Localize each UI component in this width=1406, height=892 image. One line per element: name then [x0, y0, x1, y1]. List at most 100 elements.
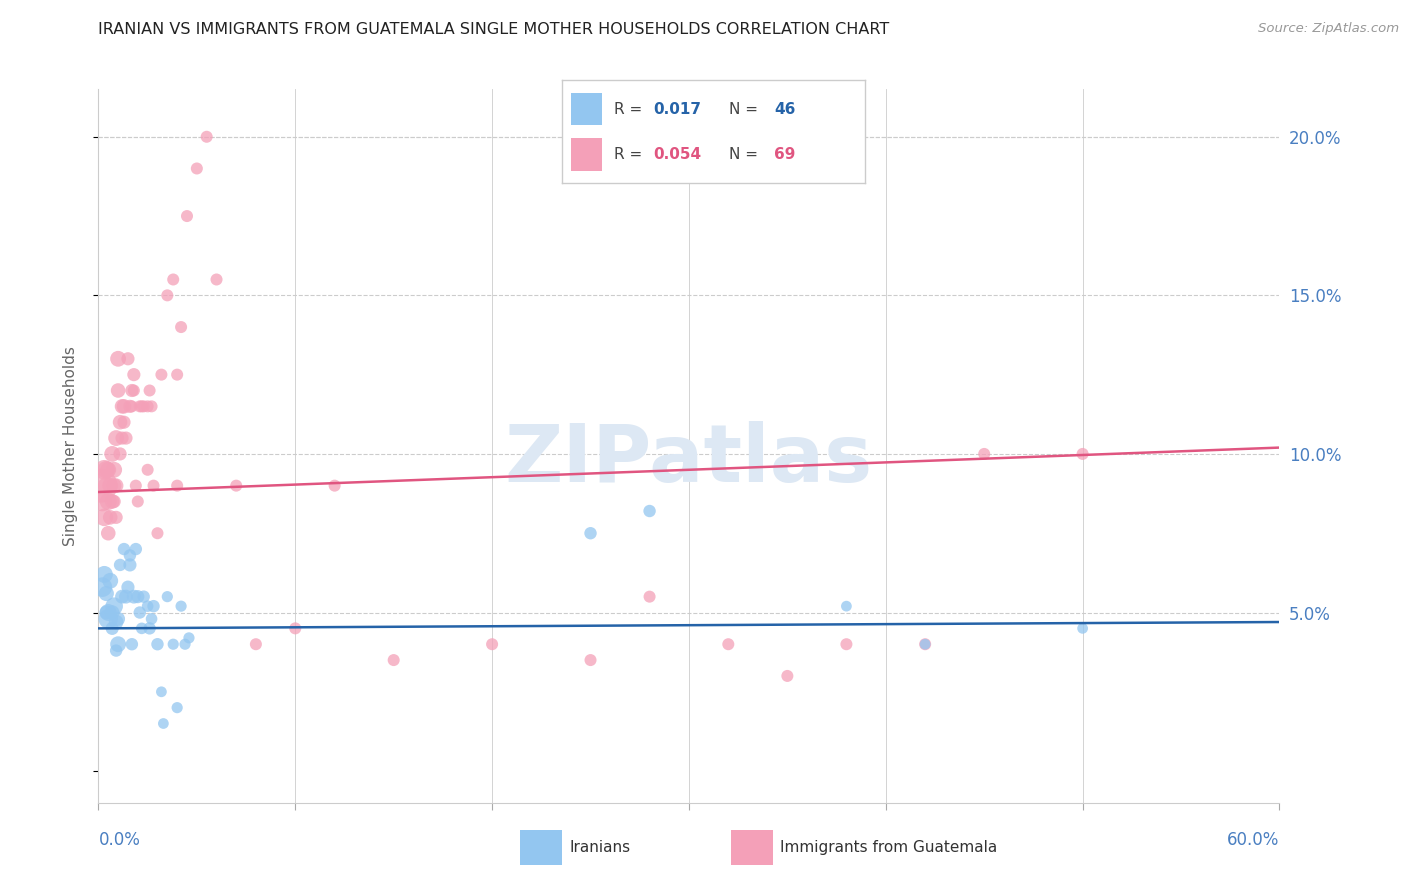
Point [101, 606, 124, 620]
Point [138, 384, 160, 398]
Text: IRANIAN VS IMMIGRANTS FROM GUATEMALA SINGLE MOTHER HOUSEHOLDS CORRELATION CHART: IRANIAN VS IMMIGRANTS FROM GUATEMALA SIN… [98, 22, 890, 37]
Point [107, 384, 129, 398]
Point [101, 447, 124, 461]
Point [112, 542, 135, 557]
Point [105, 510, 128, 524]
Point [107, 351, 129, 366]
Point [166, 368, 188, 382]
Point [89, 478, 111, 492]
Text: 46: 46 [773, 102, 796, 117]
Point [125, 542, 148, 557]
Point [127, 494, 149, 508]
Point [96, 586, 118, 600]
Point [579, 526, 602, 541]
Point [150, 685, 173, 699]
Point [973, 447, 995, 461]
Text: Immigrants from Guatemala: Immigrants from Guatemala [780, 840, 998, 855]
Point [152, 716, 174, 731]
Point [103, 478, 125, 492]
Text: Iranians: Iranians [569, 840, 630, 855]
Point [103, 463, 125, 477]
Point [122, 590, 145, 604]
Point [107, 637, 129, 651]
Point [98, 478, 121, 492]
Point [117, 351, 139, 366]
Point [205, 272, 228, 286]
Point [776, 669, 799, 683]
Point [170, 320, 193, 334]
Point [125, 478, 148, 492]
FancyBboxPatch shape [571, 137, 602, 170]
Point [1071, 447, 1094, 461]
Point [136, 599, 159, 614]
Point [115, 590, 138, 604]
Point [131, 621, 153, 635]
Point [121, 400, 143, 414]
Text: 60.0%: 60.0% [1227, 831, 1279, 849]
Point [93, 463, 115, 477]
Point [138, 621, 160, 635]
Point [121, 637, 143, 651]
Text: N =: N = [728, 146, 762, 161]
Point [108, 415, 131, 429]
Point [111, 590, 134, 604]
Point [103, 494, 125, 508]
Point [101, 621, 124, 635]
Point [103, 599, 125, 614]
Point [177, 631, 200, 645]
Point [136, 400, 159, 414]
Point [118, 558, 141, 572]
Point [186, 161, 208, 176]
Point [638, 590, 661, 604]
Point [166, 478, 188, 492]
Point [118, 400, 141, 414]
Text: 69: 69 [773, 146, 796, 161]
Point [717, 637, 740, 651]
Point [96, 606, 118, 620]
Point [131, 400, 153, 414]
Text: 0.054: 0.054 [652, 146, 702, 161]
Point [96, 463, 118, 477]
Point [156, 590, 179, 604]
Point [107, 612, 129, 626]
Point [195, 129, 218, 144]
Text: 0.017: 0.017 [652, 102, 702, 117]
Point [93, 567, 115, 582]
Point [1071, 621, 1094, 635]
Point [245, 637, 267, 651]
Point [111, 431, 134, 445]
Y-axis label: Single Mother Households: Single Mother Households [63, 346, 77, 546]
Point [323, 478, 346, 492]
Point [97, 463, 120, 477]
Point [105, 431, 128, 445]
Point [112, 415, 135, 429]
Point [118, 549, 141, 563]
Point [98, 574, 121, 588]
Point [225, 478, 247, 492]
Point [166, 700, 188, 714]
Point [117, 580, 139, 594]
Point [132, 400, 155, 414]
Point [97, 494, 120, 508]
Point [127, 590, 149, 604]
Point [91, 580, 114, 594]
Point [101, 494, 124, 508]
Point [579, 653, 602, 667]
Point [141, 400, 163, 414]
Point [176, 209, 198, 223]
Point [105, 615, 128, 629]
Point [481, 637, 503, 651]
Point [146, 637, 169, 651]
Point [914, 637, 936, 651]
Point [98, 510, 121, 524]
Point [105, 478, 128, 492]
Point [156, 288, 179, 302]
Point [174, 637, 197, 651]
Point [150, 368, 173, 382]
Point [122, 384, 145, 398]
FancyBboxPatch shape [571, 93, 602, 126]
Point [132, 590, 155, 604]
Text: 0.0%: 0.0% [98, 831, 141, 849]
Point [835, 637, 858, 651]
Point [108, 558, 131, 572]
